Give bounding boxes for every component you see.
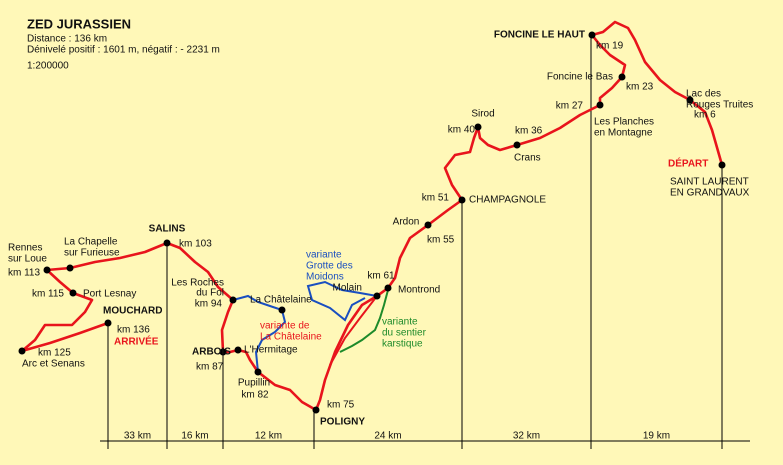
place-label: km 36	[515, 126, 543, 137]
place-label: Rouges Truites	[686, 100, 753, 111]
place-label: km 75	[327, 400, 355, 411]
place-label: km 87	[196, 362, 224, 373]
place-label: variante de	[260, 321, 310, 332]
stop	[69, 289, 77, 297]
place-label: km 61	[367, 271, 395, 282]
segment-distance: 16 km	[181, 431, 208, 442]
distance-axis	[100, 35, 750, 449]
place-label: km 40	[448, 125, 476, 136]
title: ZED JURASSIEN	[27, 16, 131, 31]
place-label: sur Furieuse	[64, 248, 120, 259]
place-label: Rennes	[8, 243, 42, 254]
place-label: Les Roches	[171, 278, 224, 289]
stop	[163, 239, 171, 247]
segment-distance: 24 km	[374, 431, 401, 442]
place-label: karstique	[382, 339, 423, 350]
place-label: variante	[382, 317, 418, 328]
stop	[234, 346, 242, 354]
stop	[373, 292, 381, 300]
variant-chatelaine	[232, 294, 287, 373]
place-label: SAINT LAURENT	[670, 177, 749, 188]
main-route	[20, 20, 724, 412]
stop	[104, 319, 112, 327]
place-label: du sentier	[382, 328, 427, 339]
stop	[219, 348, 227, 356]
place-label: La Chapelle	[64, 237, 118, 248]
info-line: Dénivelé positif : 1601 m, négatif : - 2…	[27, 45, 220, 56]
stop	[718, 161, 726, 169]
place-label: Port Lesnay	[83, 289, 136, 300]
place-label: km 82	[241, 390, 269, 401]
place-label: km 23	[626, 82, 654, 93]
place-label: km 136	[117, 325, 150, 336]
place-label: Lac des	[686, 89, 721, 100]
stop	[474, 123, 482, 131]
stop	[588, 31, 596, 39]
place-label: La Châtelaine	[250, 295, 312, 306]
stop	[384, 284, 392, 292]
info-line: Distance : 136 km	[27, 34, 107, 45]
stop	[229, 296, 237, 304]
stop	[458, 196, 466, 204]
stop	[43, 266, 51, 274]
place-label: ARBOIS	[192, 347, 231, 358]
stop	[686, 96, 694, 104]
place-label: km 6	[694, 110, 716, 121]
stop	[596, 101, 604, 109]
stops	[18, 31, 726, 414]
place-label: km 51	[422, 193, 450, 204]
place-label: Sirod	[471, 109, 494, 120]
place-label: L'Hermitage	[244, 345, 298, 356]
place-label: ARRIVÉE	[114, 335, 159, 348]
place-label: POLIGNY	[320, 417, 365, 428]
place-label: du Fol	[196, 288, 224, 299]
header: ZED JURASSIEN Distance : 136 km Dénivelé…	[27, 16, 220, 71]
place-label: km 19	[596, 41, 624, 52]
place-label: variante	[306, 250, 342, 261]
place-label: EN GRANDVAUX	[670, 188, 750, 199]
stop	[513, 141, 521, 149]
segment-distance: 19 km	[643, 431, 670, 442]
stop	[312, 406, 320, 414]
info-line: 1:200000	[27, 61, 69, 72]
place-label: km 103	[179, 239, 212, 250]
place-label: CHAMPAGNOLE	[469, 195, 546, 206]
place-label: DÉPART	[668, 157, 708, 170]
place-label: km 94	[195, 299, 223, 310]
place-label: Arc et Senans	[22, 359, 85, 370]
place-label: Foncine le Bas	[547, 72, 613, 83]
place-label: FONCINE LE HAUT	[494, 30, 585, 41]
place-label: SALINS	[149, 224, 186, 235]
place-label: Ardon	[393, 217, 420, 228]
place-label: km 125	[38, 348, 71, 359]
place-label: km 115	[32, 289, 64, 300]
segment-distance: 33 km	[124, 431, 151, 442]
variant-moidons	[306, 280, 378, 322]
place-label: Pupillin	[238, 378, 270, 389]
variant-red	[329, 295, 378, 366]
place-label: en Montagne	[594, 128, 653, 139]
stop	[424, 221, 432, 229]
stop	[18, 347, 26, 355]
place-label: Montrond	[398, 285, 440, 296]
stop	[278, 306, 286, 314]
place-label: sur Loue	[8, 254, 47, 265]
place-label: Moidons	[306, 272, 344, 283]
segment-distance: 12 km	[255, 431, 282, 442]
place-label: km 27	[556, 101, 584, 112]
place-label: MOUCHARD	[103, 306, 162, 317]
place-label: km 55	[427, 235, 455, 246]
place-label: km 113	[8, 268, 40, 279]
stop	[254, 368, 262, 376]
stop	[618, 73, 626, 81]
segment-distance: 32 km	[513, 431, 540, 442]
place-label: Grotte des	[306, 261, 353, 272]
place-label: Crans	[514, 153, 541, 164]
variant-karst	[339, 289, 389, 353]
stop	[66, 264, 74, 272]
place-label: Les Planches	[594, 117, 654, 128]
place-label: Molain	[333, 283, 362, 294]
place-label: La Châtelaine	[260, 332, 322, 343]
